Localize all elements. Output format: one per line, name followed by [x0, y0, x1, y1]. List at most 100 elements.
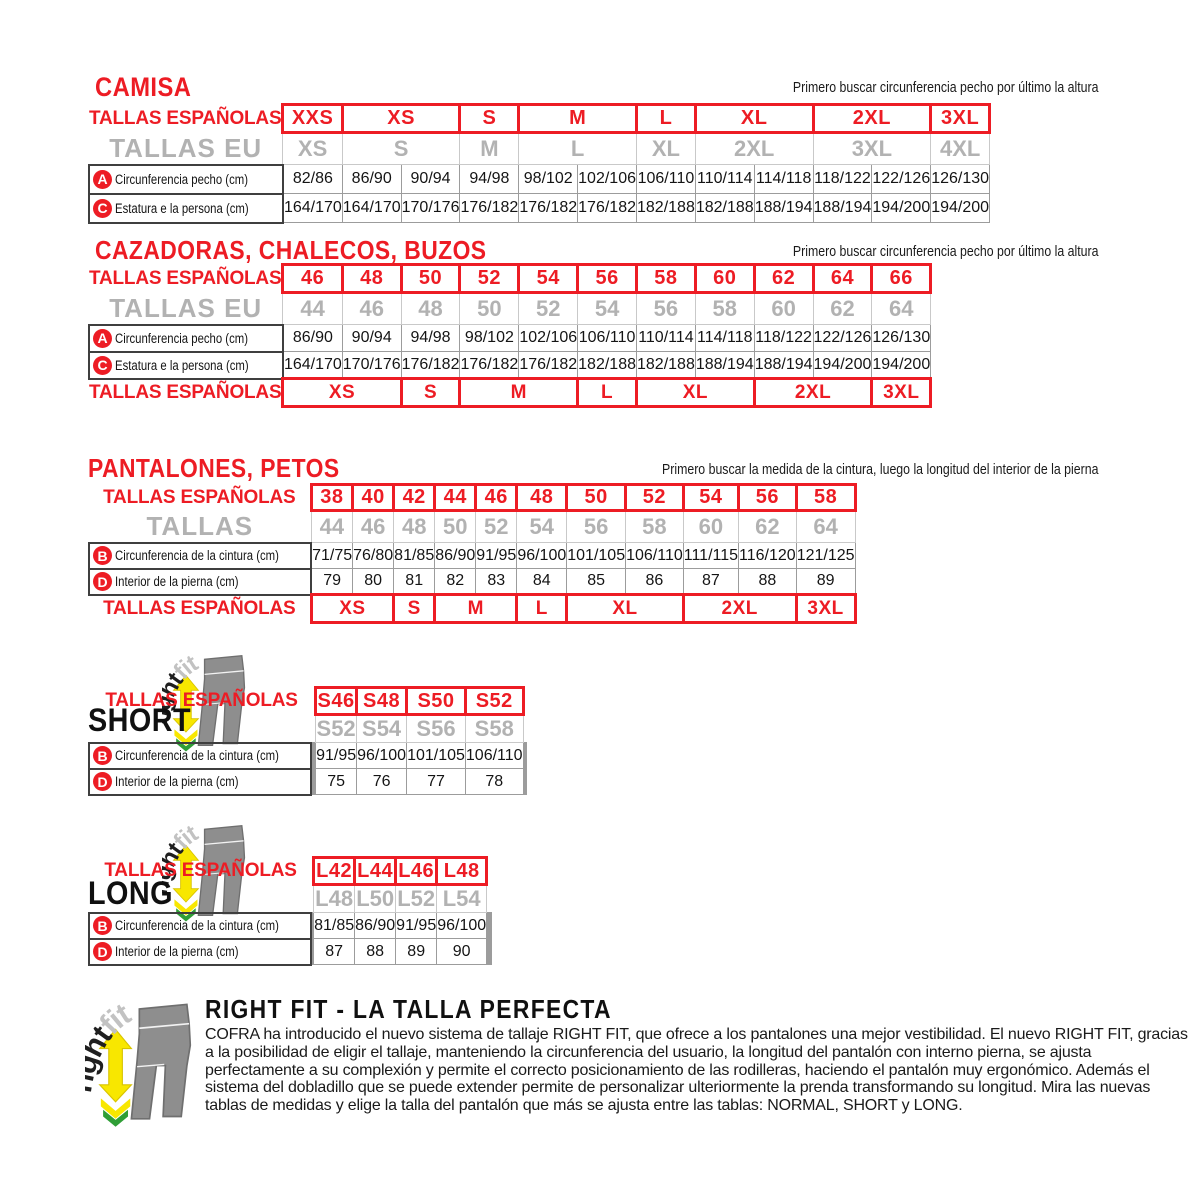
- value-cell: 81/85: [313, 912, 356, 939]
- badge-b-icon: B: [93, 916, 112, 935]
- value-cell: 89: [395, 938, 438, 965]
- value-cell: 126/130: [930, 164, 991, 194]
- pantalones-note: Primero buscar la medida de la cintura, …: [661, 462, 1098, 478]
- pants-icon: [197, 825, 246, 916]
- spacer-cell: [89, 715, 316, 743]
- rightfit-paragraph: COFRA ha introducido el nuevo sistema de…: [205, 1026, 1188, 1115]
- size-table: TALLAS ESPAÑOLAS 46 48 50 52 54 56 58 60 62 64 66 TA…: [88, 263, 933, 408]
- value-cell: 188/194: [694, 351, 755, 379]
- value-cell: 86/90: [354, 912, 397, 939]
- es-size-cell: 56: [737, 483, 798, 512]
- badge-c-icon: C: [93, 355, 112, 375]
- camisa-title: CAMISA: [95, 72, 192, 102]
- measure-row-label-inner: D Interior de la pierna (cm): [91, 572, 309, 591]
- eu-size-cell: 50: [434, 510, 477, 543]
- value-cell: 170/176: [400, 193, 461, 223]
- long-heading: LONG: [88, 875, 173, 911]
- value-cell: 176/182: [459, 193, 520, 223]
- table-row: A Circunferencia pecho (cm) 82/86 86/90 90/9…: [88, 163, 991, 195]
- es-size-cell: 42: [392, 483, 437, 512]
- size-table: TALLAS ESPAÑOLAS L42 L44 L46 L48 L48 L50 L52 L54…: [87, 856, 493, 966]
- value-cell: 81/85: [393, 542, 436, 569]
- length-arrow-icon: [172, 674, 200, 733]
- table-row: C Estatura e la persona (cm) 164/170 164/17…: [88, 192, 991, 224]
- eu-size-cell: 56: [636, 292, 696, 325]
- table-row: TALLAS 44 46 48 50 52 54 56 58 60 62 64: [89, 510, 856, 543]
- value-cell: 90/94: [341, 324, 402, 352]
- measure-row-label-text: Interior de la pierna (cm): [115, 774, 239, 789]
- value-cell: 91/95: [475, 542, 518, 569]
- short-heading: SHORT: [88, 702, 192, 738]
- table-row: L48 L50 L52 L54: [89, 884, 492, 913]
- value-cell: 82: [434, 568, 477, 595]
- spacer-cell: [523, 688, 526, 715]
- value-cell: 81: [393, 568, 436, 595]
- es-letter-size-cell: 3XL: [794, 593, 857, 624]
- table-row: TALLAS ESPAÑOLAS 38 40 42 44 46 48 50 52 54 56 58: [89, 483, 857, 512]
- tallas-eu-label: TALLAS: [146, 510, 254, 541]
- es-size-cell: 62: [752, 263, 815, 294]
- eu-size-cell: M: [459, 132, 520, 165]
- es-size-cell: 3XL: [929, 103, 992, 134]
- eu-size-cell: XS: [282, 132, 343, 165]
- value-cell: 85: [566, 568, 627, 595]
- value-cell: 90/94: [400, 164, 461, 194]
- tallas-eu-label: TALLAS EU: [109, 132, 263, 163]
- value-cell: 90: [436, 938, 488, 965]
- measure-row-label-inner: D Interior de la pierna (cm): [91, 942, 309, 961]
- table-row: TALLAS ESPAÑOLAS XS S M L XL 2XL 3XL: [89, 593, 857, 624]
- cazadoras-section: CAZADORAS, CHALECOS, BUZOS Primero busca…: [88, 235, 1100, 408]
- value-cell: 182/188: [636, 351, 696, 379]
- eu-size-cell: 54: [577, 292, 637, 325]
- value-cell: 194/200: [871, 351, 932, 379]
- spacer-cell: [523, 715, 526, 743]
- empty-value-cell: [490, 938, 493, 965]
- size-table: TALLAS ESPAÑOLAS S46 S48 S50 S52 S52 S54 S56 S58…: [87, 686, 527, 796]
- eu-size-cell: 52: [475, 510, 518, 543]
- es-size-cell: 54: [681, 483, 741, 512]
- eu-size-cell: L: [518, 132, 637, 165]
- badge-c-icon: C: [93, 198, 112, 218]
- table-row: TALLAS ESPAÑOLAS S46 S48 S50 S52: [89, 686, 526, 716]
- pants-icon: [197, 655, 246, 746]
- eu-size-cell: 4XL: [930, 132, 991, 165]
- es-size-cell: 46: [474, 483, 519, 512]
- badge-b-icon: B: [93, 746, 112, 765]
- measure-row-label: D Interior de la pierna (cm): [87, 567, 313, 596]
- value-cell: 176/182: [518, 351, 579, 379]
- es-size-cell: XS: [340, 103, 462, 134]
- value-cell: 86/90: [434, 542, 477, 569]
- value-cell: 75: [315, 768, 358, 795]
- value-cell: 106/110: [636, 164, 696, 194]
- measure-row-label-inner: B Circunferencia de la cintura (cm): [91, 746, 309, 765]
- measure-row-label-inner: C Estatura e la persona (cm): [91, 198, 281, 218]
- table-row: D Interior de la pierna (cm) 79 80 81 82 83 84 8…: [87, 567, 856, 596]
- measure-row-label-text: Interior de la pierna (cm): [115, 944, 239, 959]
- short-section: rightfit SHORT TALLAS ESPAÑOLASS46S48S50…: [87, 650, 1100, 800]
- eu-size-cell: 48: [393, 510, 436, 543]
- table-row: B Circunferencia de la cintura (cm) 81/85 8…: [87, 911, 493, 940]
- es-letter-size-cell: S: [399, 377, 462, 408]
- es-size-cell: S: [458, 103, 521, 134]
- eu-size-cell: S56: [406, 714, 466, 743]
- es-letter-size-cell: L: [576, 377, 638, 408]
- es-size-cell: 58: [635, 263, 697, 294]
- es-size-cell: 46: [281, 263, 344, 294]
- value-cell: 86: [625, 568, 684, 595]
- size-table: TALLAS ESPAÑOLAS 38 40 42 44 46 48 50 52 54 56 58 TA…: [87, 483, 857, 624]
- size-table: TALLAS ESPAÑOLAS XXS XS S M L XL 2XL 3XL TALLAS E…: [88, 103, 992, 224]
- value-cell: 86/90: [282, 324, 343, 352]
- spacer-cell: [89, 885, 314, 913]
- eu-size-cell: L54: [436, 884, 488, 913]
- eu-size-cell: 44: [310, 510, 354, 543]
- value-cell: 182/188: [577, 351, 637, 379]
- table-row: D Interior de la pierna (cm) 75 76 77 78: [87, 767, 527, 796]
- pantalones-title: PANTALONES, PETOS: [88, 453, 340, 483]
- es-size-cell: 58: [794, 483, 857, 512]
- value-cell: 84: [516, 568, 568, 595]
- tallas-espanolas-label: TALLAS ESPAÑOLAS: [89, 382, 282, 403]
- eu-size-cell: 58: [625, 510, 684, 543]
- measure-row-label-text: Estatura e la persona (cm): [115, 200, 249, 216]
- measure-row-label: D Interior de la pierna (cm): [87, 937, 313, 966]
- rightfit-logo: rightfit: [64, 997, 192, 1127]
